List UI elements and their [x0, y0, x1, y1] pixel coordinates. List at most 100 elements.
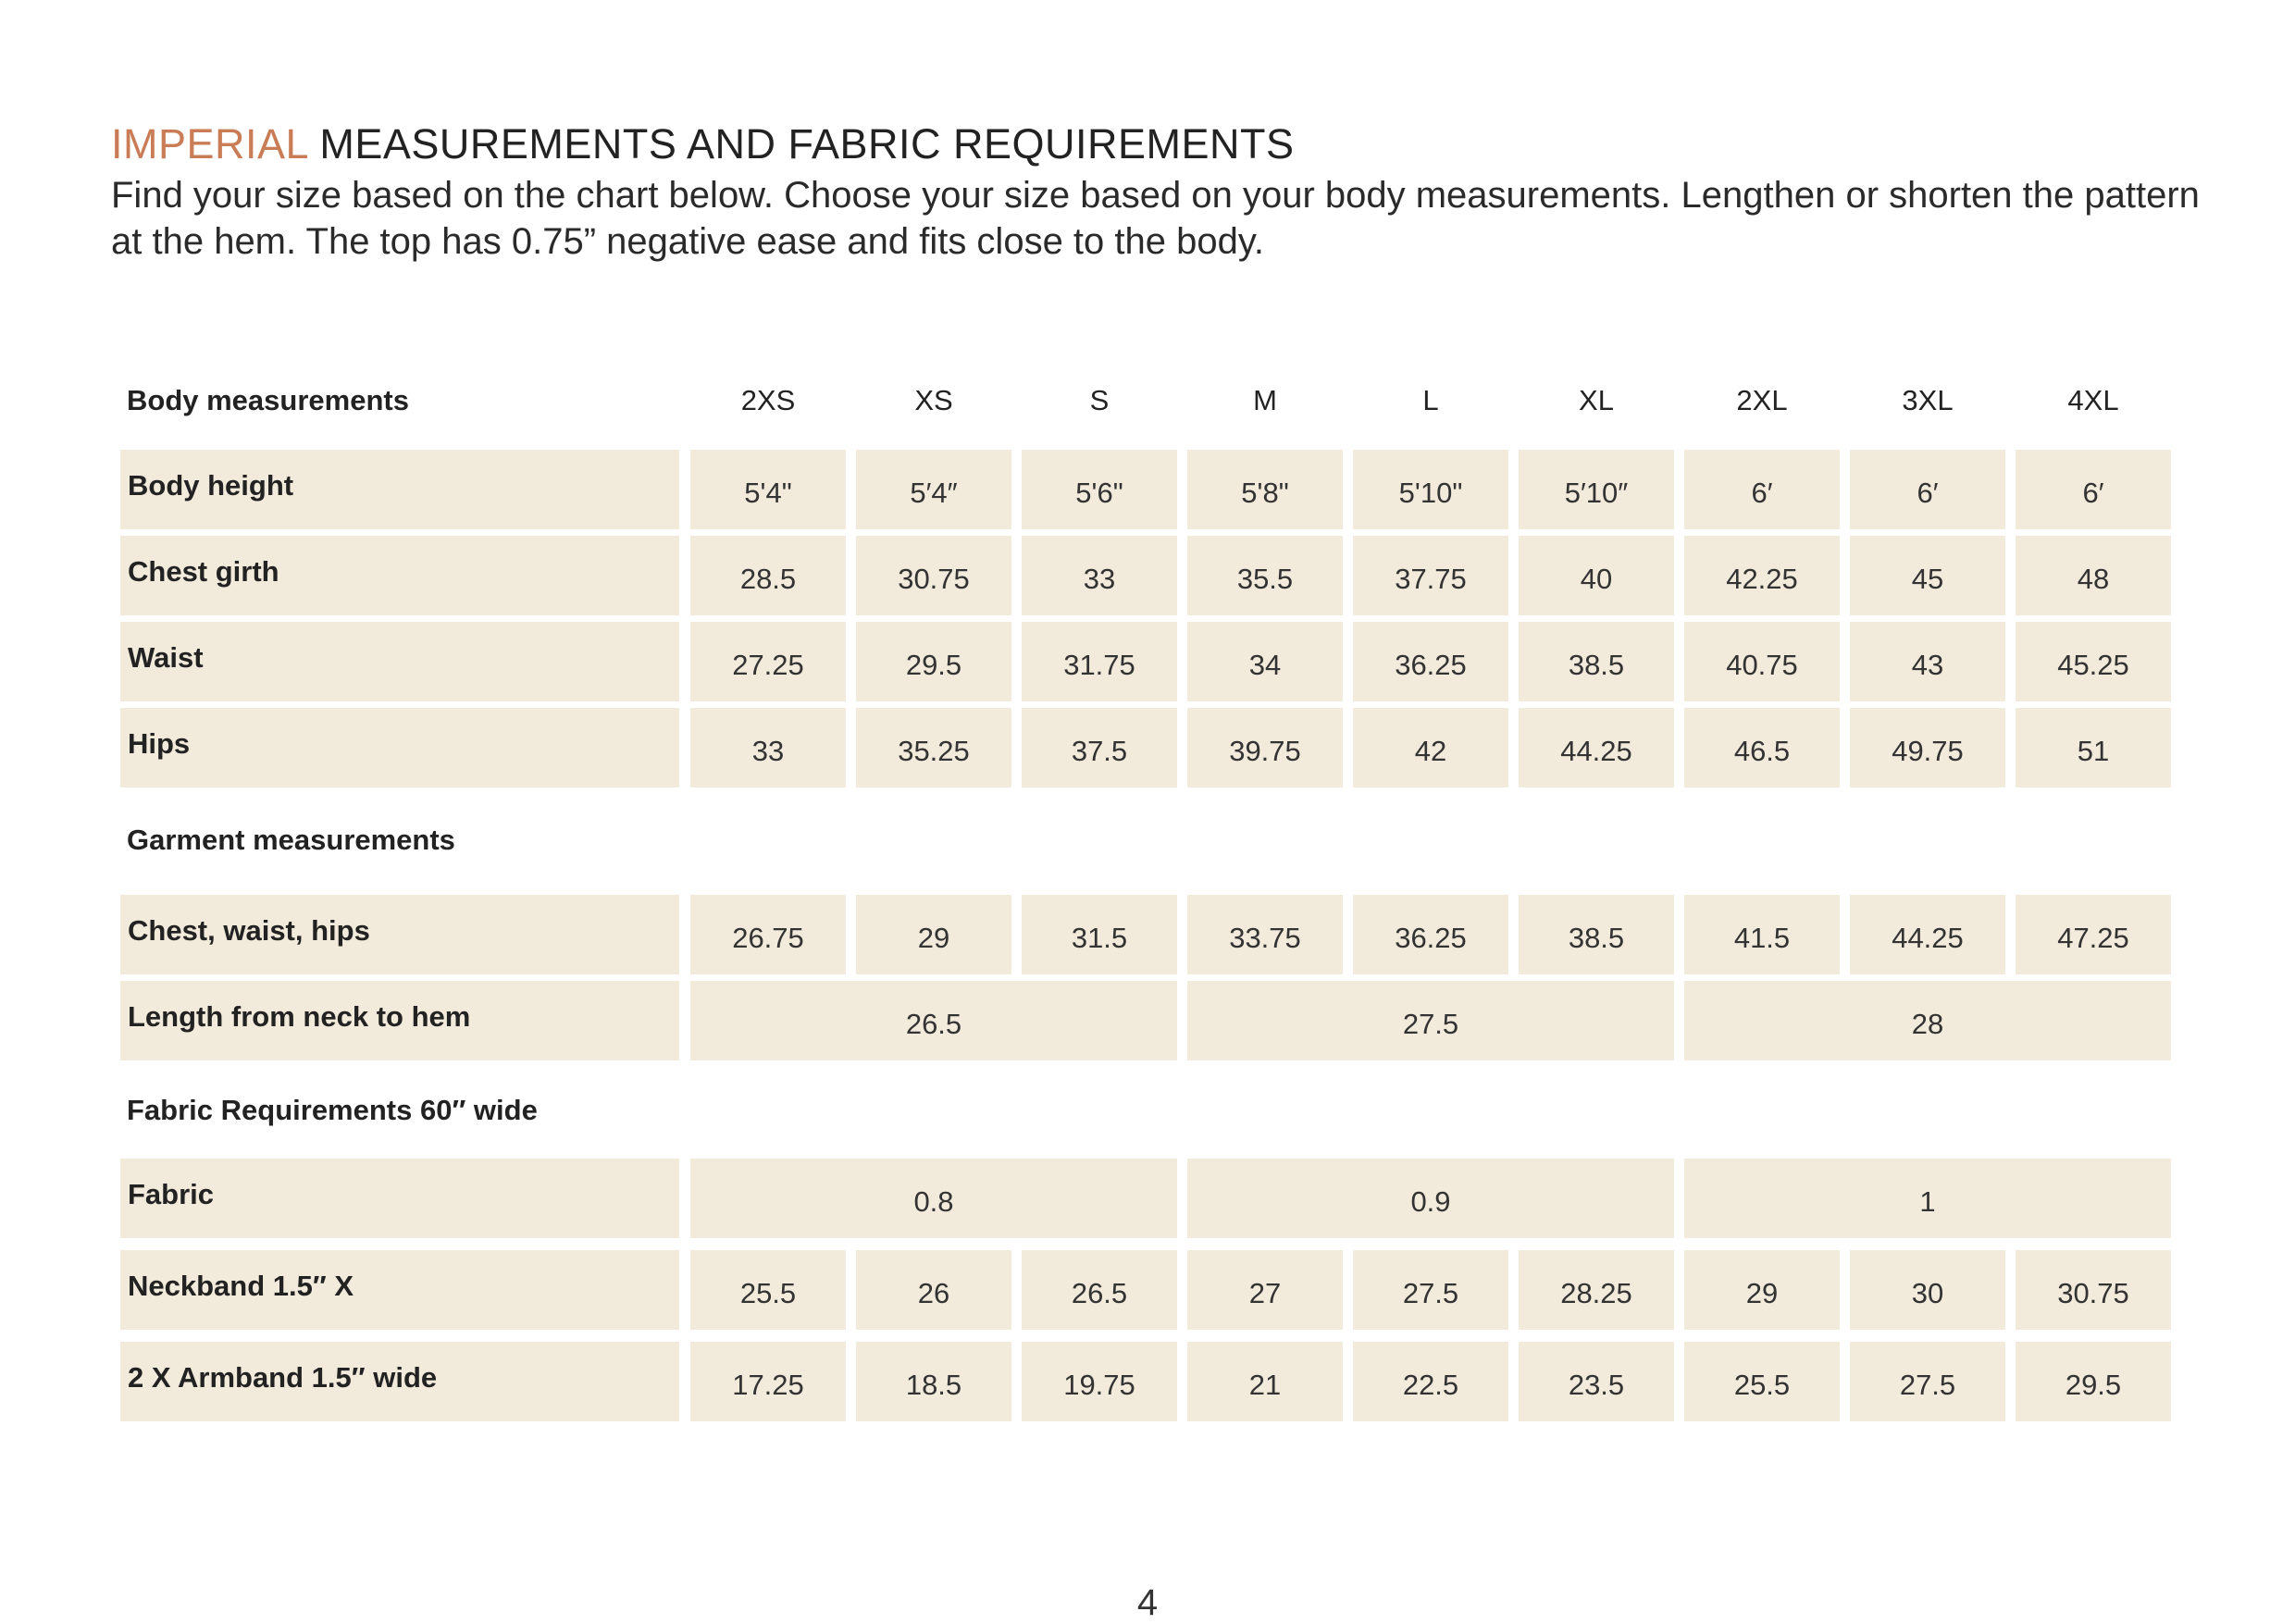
size-column-header: 3XL — [1902, 384, 1954, 416]
value-cell: 5′10″ — [1519, 450, 1674, 529]
value-cell: 5'4" — [690, 450, 846, 529]
cell-value: 46.5 — [1733, 735, 1791, 767]
cell-value: 40.75 — [1726, 649, 1798, 681]
cell-value: 25.5 — [739, 1277, 797, 1309]
size-column-header: M — [1253, 384, 1277, 416]
cell-value: 38.5 — [1568, 649, 1625, 681]
value-cell: 43 — [1850, 622, 2005, 701]
row-label: Waist — [128, 641, 204, 674]
row-label-cell: Chest, waist, hips — [120, 895, 679, 974]
value-cell: 44.25 — [1850, 895, 2005, 974]
value-cell: 40.75 — [1684, 622, 1840, 701]
cell-value: 43 — [1911, 649, 1944, 681]
row-label-cell: Body height — [120, 450, 679, 529]
cell-value: 30 — [1911, 1277, 1944, 1309]
cell-value: 27.25 — [732, 649, 804, 681]
cell-value: 28.25 — [1560, 1277, 1632, 1309]
cell-value: 19.75 — [1063, 1369, 1135, 1401]
value-cell: 27.5 — [1187, 981, 1674, 1060]
value-cell: 46.5 — [1684, 708, 1840, 787]
value-cell: 22.5 — [1353, 1342, 1508, 1421]
value-cell: 25.5 — [690, 1250, 846, 1330]
cell-value: 30.75 — [898, 563, 970, 595]
value-cell: 21 — [1187, 1342, 1343, 1421]
page-number: 4 — [1136, 1582, 1159, 1623]
cell-value: 42 — [1414, 735, 1447, 767]
size-column-header: 4XL — [2067, 384, 2119, 416]
value-cell: 6′ — [1684, 450, 1840, 529]
cell-value: 34 — [1248, 649, 1282, 681]
cell-value: 47.25 — [2057, 922, 2129, 954]
value-cell: 41.5 — [1684, 895, 1840, 974]
value-cell: 37.75 — [1353, 536, 1508, 615]
cell-value: 45.25 — [2057, 649, 2129, 681]
value-cell: 27.25 — [690, 622, 846, 701]
row-label-cell: Hips — [120, 708, 679, 787]
value-cell: 1 — [1684, 1159, 2171, 1238]
value-cell: 31.5 — [1022, 895, 1177, 974]
value-cell: 25.5 — [1684, 1342, 1840, 1421]
cell-value: 30.75 — [2057, 1277, 2129, 1309]
value-cell: 39.75 — [1187, 708, 1343, 787]
cell-value: 22.5 — [1402, 1369, 1459, 1401]
value-cell: 40 — [1519, 536, 1674, 615]
value-cell: 6′ — [1850, 450, 2005, 529]
value-cell: 26 — [856, 1250, 1011, 1330]
size-column-header: S — [1089, 384, 1110, 416]
value-cell: 49.75 — [1850, 708, 2005, 787]
row-label: Hips — [128, 727, 191, 760]
value-cell: 44.25 — [1519, 708, 1674, 787]
cell-value: 5'6" — [1075, 477, 1123, 509]
cell-value: 29.5 — [2065, 1369, 2122, 1401]
cell-value: 33.75 — [1229, 922, 1301, 954]
row-label: Body height — [128, 469, 294, 502]
row-label-cell: 2 X Armband 1.5″ wide — [120, 1342, 679, 1421]
cell-value: 37.75 — [1395, 563, 1467, 595]
value-cell: 28 — [1684, 981, 2171, 1060]
value-cell: 5'8" — [1187, 450, 1343, 529]
value-cell: 0.9 — [1187, 1159, 1674, 1238]
cell-value: 5′4″ — [910, 477, 958, 509]
value-cell: 5'10" — [1353, 450, 1508, 529]
cell-value: 36.25 — [1395, 922, 1467, 954]
value-cell: 5'6" — [1022, 450, 1177, 529]
row-label: Length from neck to hem — [128, 1000, 471, 1033]
cell-value: 5'10" — [1398, 477, 1463, 509]
value-cell: 29 — [856, 895, 1011, 974]
value-cell: 17.25 — [690, 1342, 846, 1421]
value-cell: 45.25 — [2016, 622, 2171, 701]
value-cell: 0.8 — [690, 1159, 1177, 1238]
cell-value: 6′ — [1751, 477, 1773, 509]
cell-value: 27 — [1248, 1277, 1282, 1309]
cell-value: 26.75 — [732, 922, 804, 954]
cell-value: 51 — [2077, 735, 2110, 767]
intro-text: Find your size based on the chart below.… — [111, 175, 2200, 262]
value-cell: 33.75 — [1187, 895, 1343, 974]
value-cell: 30.75 — [856, 536, 1011, 615]
value-cell: 30.75 — [2016, 1250, 2171, 1330]
value-cell: 6′ — [2016, 450, 2171, 529]
cell-value: 31.75 — [1063, 649, 1135, 681]
row-label-cell: Fabric — [120, 1159, 679, 1238]
value-cell: 45 — [1850, 536, 2005, 615]
row-label-cell: Waist — [120, 622, 679, 701]
cell-value: 33 — [1083, 563, 1116, 595]
size-column-header: XL — [1579, 384, 1614, 416]
cell-value: 21 — [1248, 1369, 1282, 1401]
value-cell: 5′4″ — [856, 450, 1011, 529]
cell-value: 5′10″ — [1564, 477, 1629, 509]
value-cell: 28.5 — [690, 536, 846, 615]
cell-value: 26 — [917, 1277, 950, 1309]
value-cell: 42.25 — [1684, 536, 1840, 615]
cell-value: 6′ — [1917, 477, 1939, 509]
row-label: 2 X Armband 1.5″ wide — [128, 1361, 438, 1394]
heading-rest: MEASUREMENTS AND FABRIC REQUIREMENTS — [307, 120, 1295, 167]
cell-value: 26.5 — [1071, 1277, 1128, 1309]
value-cell: 36.25 — [1353, 622, 1508, 701]
cell-value: 17.25 — [732, 1369, 804, 1401]
value-cell: 26.75 — [690, 895, 846, 974]
value-cell: 37.5 — [1022, 708, 1177, 787]
cell-value: 25.5 — [1733, 1369, 1791, 1401]
value-cell: 26.5 — [1022, 1250, 1177, 1330]
cell-value: 40 — [1580, 563, 1613, 595]
